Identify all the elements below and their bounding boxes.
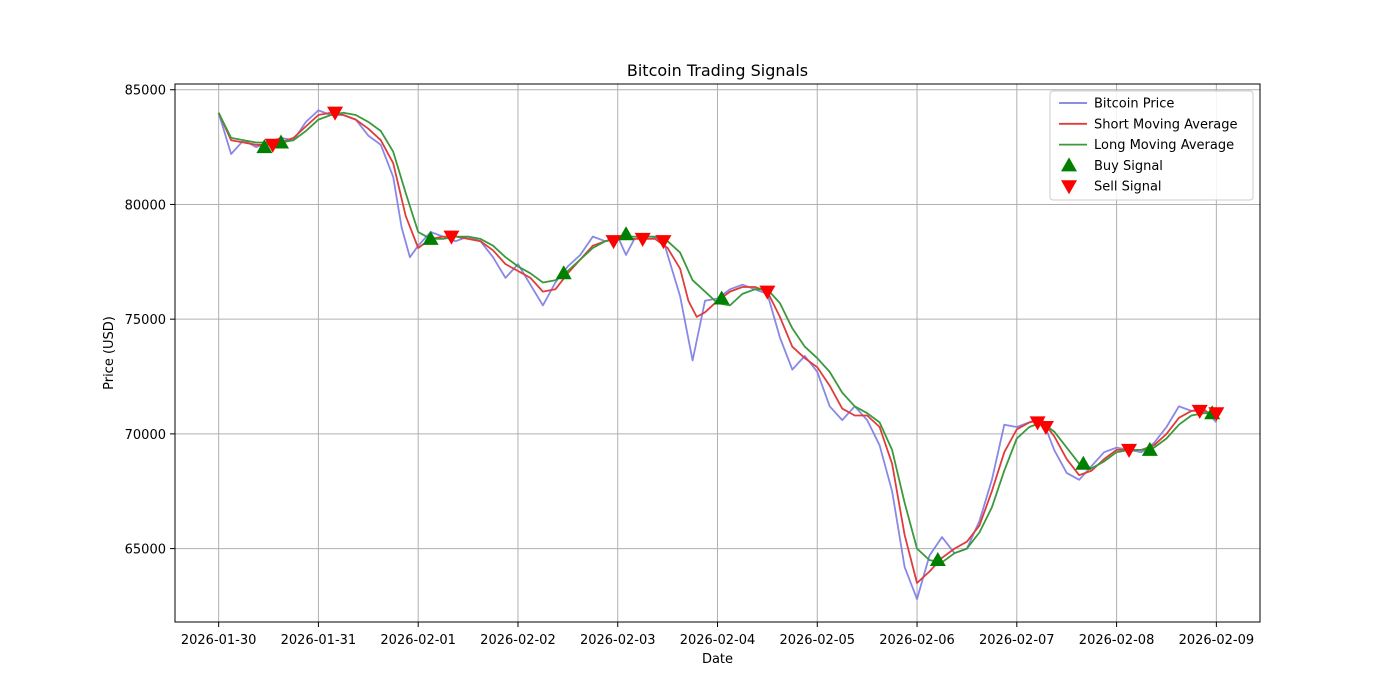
x-tick-label: 2026-02-07: [979, 633, 1055, 648]
sell-signal-marker: [1121, 443, 1138, 458]
marker-layer: [256, 106, 1225, 567]
x-tick-label: 2026-01-30: [181, 633, 257, 648]
tick-layer: 2026-01-30 2026-01-31 2026-02-01 2026-02-02…: [125, 84, 1254, 648]
buy-signal-marker: [1141, 441, 1158, 456]
buy-signal-marker: [256, 139, 273, 154]
x-tick-label: 2026-02-04: [680, 633, 756, 648]
sell-signal-marker: [759, 285, 776, 300]
x-axis-label: Date: [702, 652, 733, 667]
y-tick-label: 85000: [125, 84, 166, 99]
buy-signal-marker: [422, 230, 439, 245]
buy-signal-marker: [1075, 455, 1092, 470]
y-tick-label: 70000: [125, 428, 166, 443]
legend-swatch-sell: [1061, 180, 1077, 195]
legend-box: [1049, 90, 1254, 201]
x-tick-label: 2026-02-09: [1179, 633, 1255, 648]
sell-signal-marker: [1191, 404, 1208, 419]
legend-label: Short Moving Average: [1094, 117, 1238, 132]
y-axis-label: Price (USD): [102, 316, 117, 390]
legend-label: Long Moving Average: [1094, 138, 1234, 153]
y-tick-label: 80000: [125, 198, 166, 213]
sell-signal-marker: [1029, 416, 1046, 431]
legend-label: Buy Signal: [1094, 159, 1163, 174]
sell-signal-marker: [605, 235, 622, 250]
x-tick-label: 2026-02-06: [879, 633, 955, 648]
sell-signal-marker: [1037, 420, 1054, 435]
x-tick-label: 2026-02-01: [380, 633, 456, 648]
sell-signal-marker: [264, 138, 281, 153]
sell-signal-marker: [327, 106, 344, 121]
buy-signal-marker: [929, 552, 946, 567]
buy-signal-marker: [618, 226, 635, 241]
sell-signal-marker: [634, 232, 651, 247]
x-tick-label: 2026-02-05: [779, 633, 855, 648]
legend: Bitcoin Price Short Moving Average Long Mo…: [1049, 90, 1254, 201]
sell-signal-marker: [1208, 407, 1225, 422]
legend-swatch-buy: [1061, 157, 1077, 172]
x-tick-label: 2026-02-02: [480, 633, 556, 648]
x-tick-label: 2026-02-03: [580, 633, 656, 648]
legend-label: Bitcoin Price: [1094, 97, 1174, 112]
buy-signal-marker: [713, 290, 730, 305]
x-tick-label: 2026-01-31: [281, 633, 357, 648]
y-tick-label: 75000: [125, 313, 166, 328]
y-tick-label: 65000: [125, 543, 166, 558]
sell-signal-marker: [655, 235, 672, 250]
chart-title: Bitcoin Trading Signals: [627, 61, 808, 80]
sell-signal-marker: [443, 230, 460, 245]
x-tick-label: 2026-02-08: [1079, 633, 1155, 648]
buy-signal-marker: [555, 265, 572, 280]
legend-label: Sell Signal: [1094, 180, 1162, 195]
